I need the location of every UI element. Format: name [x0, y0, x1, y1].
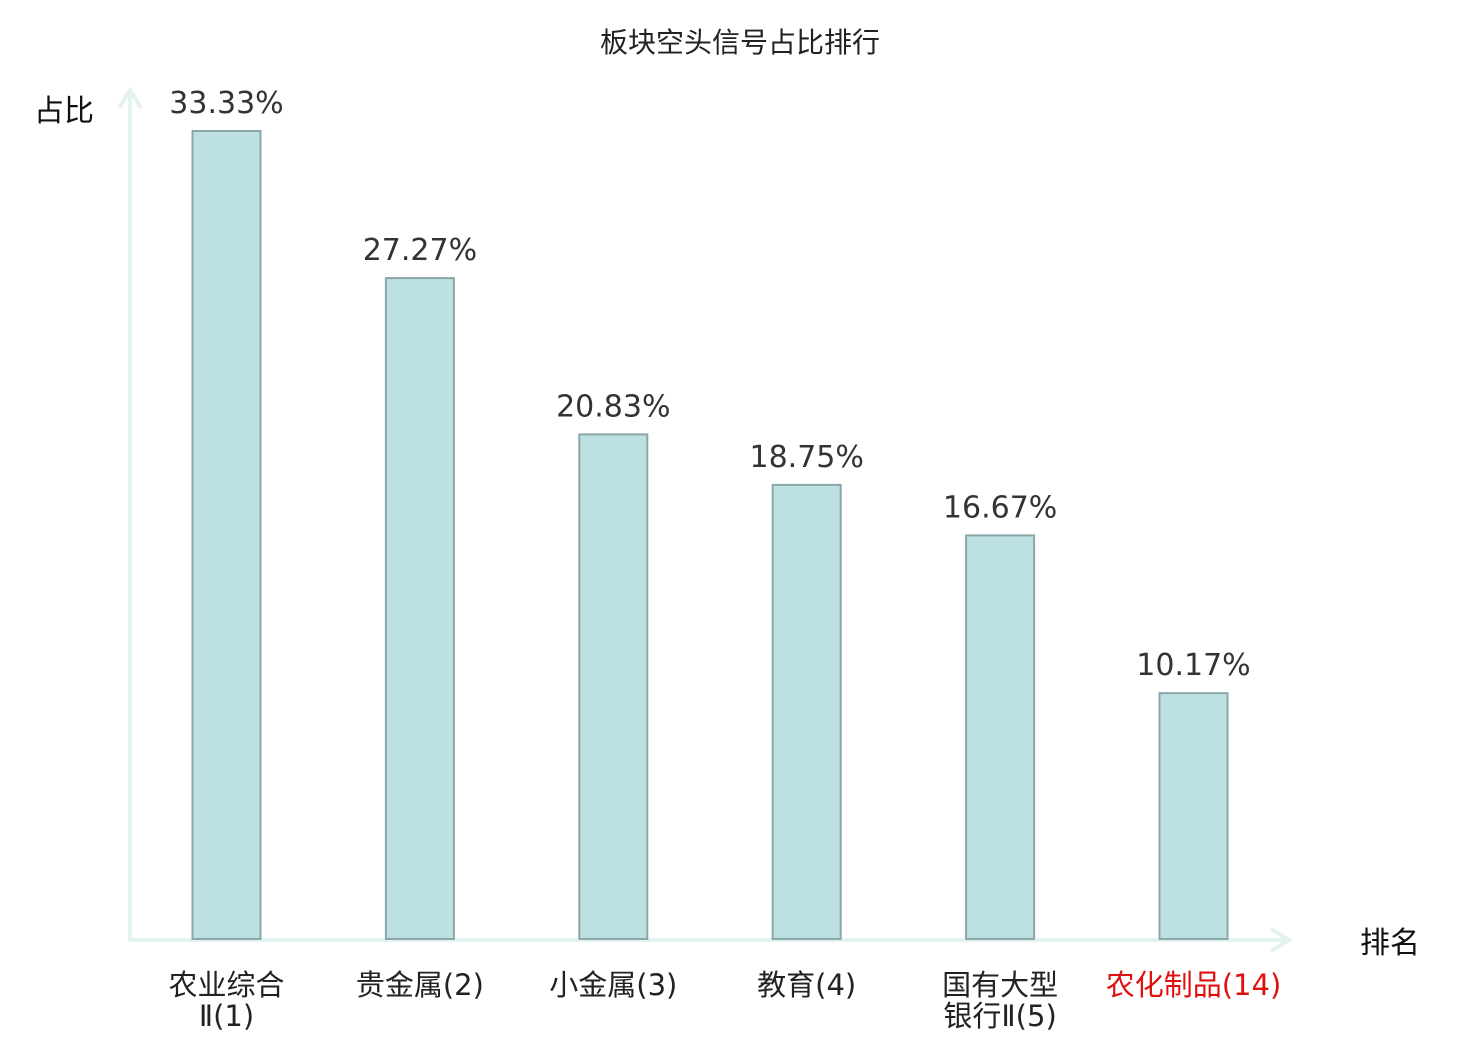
bar	[1158, 692, 1229, 940]
bar	[965, 534, 1036, 941]
data-label: 18.75%	[750, 440, 864, 475]
value-labels-group: 33.33% 27.27% 20.83% 18.75% 16.67% 10.17%	[169, 86, 1250, 683]
x-tick-label: 小金属(3)	[549, 968, 677, 1002]
bar	[191, 130, 262, 940]
x-tick-label: 农业综合	[168, 968, 284, 1002]
x-axis-arrow	[1269, 927, 1293, 953]
data-label: 27.27%	[363, 233, 477, 268]
data-label: 10.17%	[1136, 648, 1250, 683]
data-label: 33.33%	[169, 86, 283, 121]
bars-group	[191, 130, 1229, 941]
data-label: 20.83%	[556, 389, 670, 424]
x-tick-label: 教育(4)	[757, 968, 856, 1002]
x-tick-label: 银行Ⅱ(5)	[943, 999, 1056, 1033]
bar	[384, 277, 455, 941]
x-tick-label: Ⅱ(1)	[199, 999, 254, 1033]
chart-title: 板块空头信号占比排行	[600, 26, 880, 59]
x-axis-label: 排名	[1360, 926, 1420, 961]
data-label: 16.67%	[943, 490, 1057, 525]
y-axis-label: 占比	[34, 94, 94, 129]
y-axis-arrow	[117, 86, 143, 110]
x-tick-label: 国有大型	[942, 968, 1058, 1002]
x-tick-label: 贵金属(2)	[356, 968, 484, 1002]
x-tick-label: 农化制品(14)	[1106, 968, 1282, 1002]
bar	[578, 433, 649, 940]
bar	[771, 483, 842, 940]
